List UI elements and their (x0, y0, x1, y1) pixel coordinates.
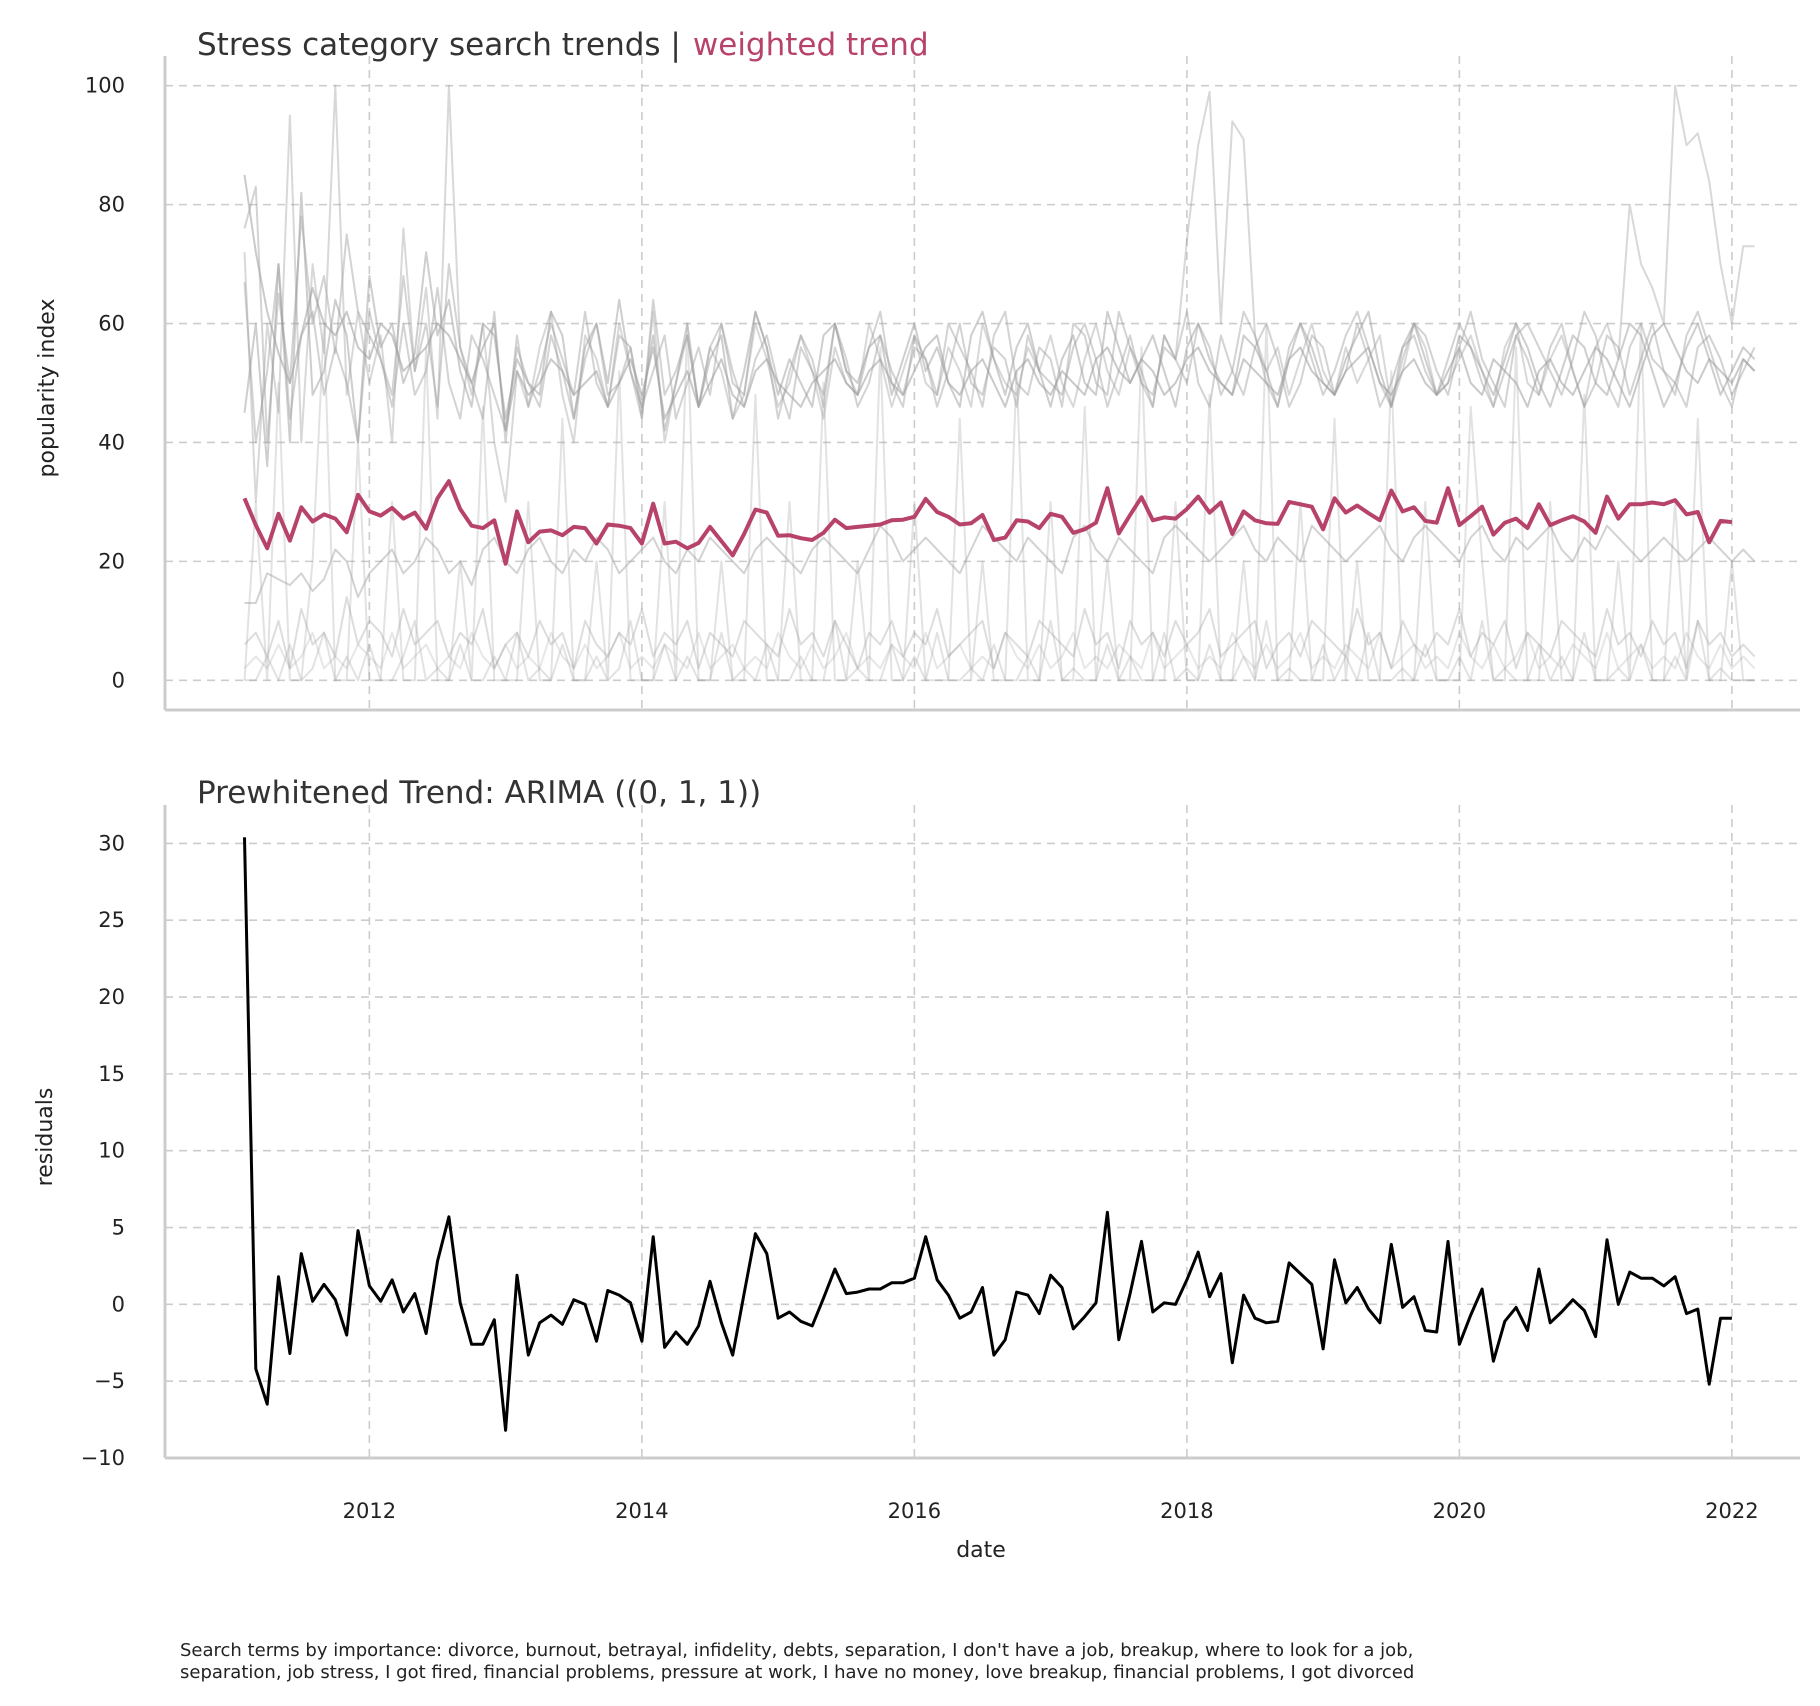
background-series-line (243, 174, 1756, 432)
y-tick-label: 5 (112, 1216, 125, 1240)
background-series-line (243, 263, 1756, 444)
x-tick-label: 2016 (888, 1499, 941, 1523)
residuals-line (243, 837, 1732, 1432)
x-tick-label: 2012 (343, 1499, 396, 1523)
background-series-line (243, 631, 1756, 670)
search-terms-footnote: Search terms by importance: divorce, bur… (180, 1640, 1415, 1683)
y-tick-label: 80 (98, 193, 125, 217)
weighted-trend-line (242, 479, 1733, 566)
y-tick-label: 30 (98, 831, 125, 855)
weighted-trend-group (242, 479, 1733, 566)
x-tick-label: 2014 (615, 1499, 668, 1523)
residuals-grid (165, 805, 1800, 1459)
y-tick-label: 100 (85, 74, 125, 98)
trends-panel: 0 20 40 60 80 100 Stress category search tren… (35, 27, 1800, 712)
y-tick-label: 10 (98, 1139, 125, 1163)
y-tick-label: 60 (98, 312, 125, 336)
x-axis-label: date (956, 1538, 1006, 1563)
residuals-line-group (243, 837, 1732, 1432)
residuals-title: Prewhitened Trend: ARIMA ((0, 1, 1)) (197, 775, 761, 811)
y-tick-label: −10 (81, 1446, 125, 1470)
y-tick-label: 20 (98, 985, 125, 1009)
x-tick-label: 2018 (1160, 1499, 1213, 1523)
trends-grid (165, 56, 1800, 710)
y-tick-label: 0 (112, 668, 125, 692)
y-tick-label: 40 (98, 430, 125, 454)
trends-title: Stress category search trends | weighted … (197, 27, 929, 63)
background-series-line (244, 619, 1755, 682)
y-tick-label: 0 (112, 1292, 125, 1316)
y-tick-label: 25 (98, 908, 125, 932)
trends-title-highlight: weighted trend (693, 27, 929, 63)
background-series-line (243, 84, 1755, 503)
background-series-line (243, 191, 1756, 468)
x-tick-label: 2020 (1433, 1499, 1486, 1523)
background-series-line (243, 185, 1756, 444)
background-series-group (243, 84, 1756, 682)
y-tick-label: 15 (98, 1062, 125, 1086)
background-series-line (243, 322, 1755, 682)
x-tick-label: 2022 (1705, 1499, 1758, 1523)
trends-title-main: Stress category search trends | (197, 27, 681, 63)
trends-y-ticks: 0 20 40 60 80 100 (85, 74, 125, 693)
background-series-line (243, 596, 1756, 670)
residuals-y-axis-label: residuals (33, 1088, 58, 1187)
trends-y-axis-label: popularity index (35, 299, 60, 478)
y-tick-label: 20 (98, 549, 125, 573)
background-series-line (244, 524, 1756, 604)
y-tick-label: −5 (94, 1369, 125, 1393)
residuals-y-ticks: −10 −5 0 5 10 15 20 25 30 (81, 831, 125, 1470)
residuals-x-ticks: 2012 2014 2016 2018 2020 2022 (343, 1499, 1759, 1523)
